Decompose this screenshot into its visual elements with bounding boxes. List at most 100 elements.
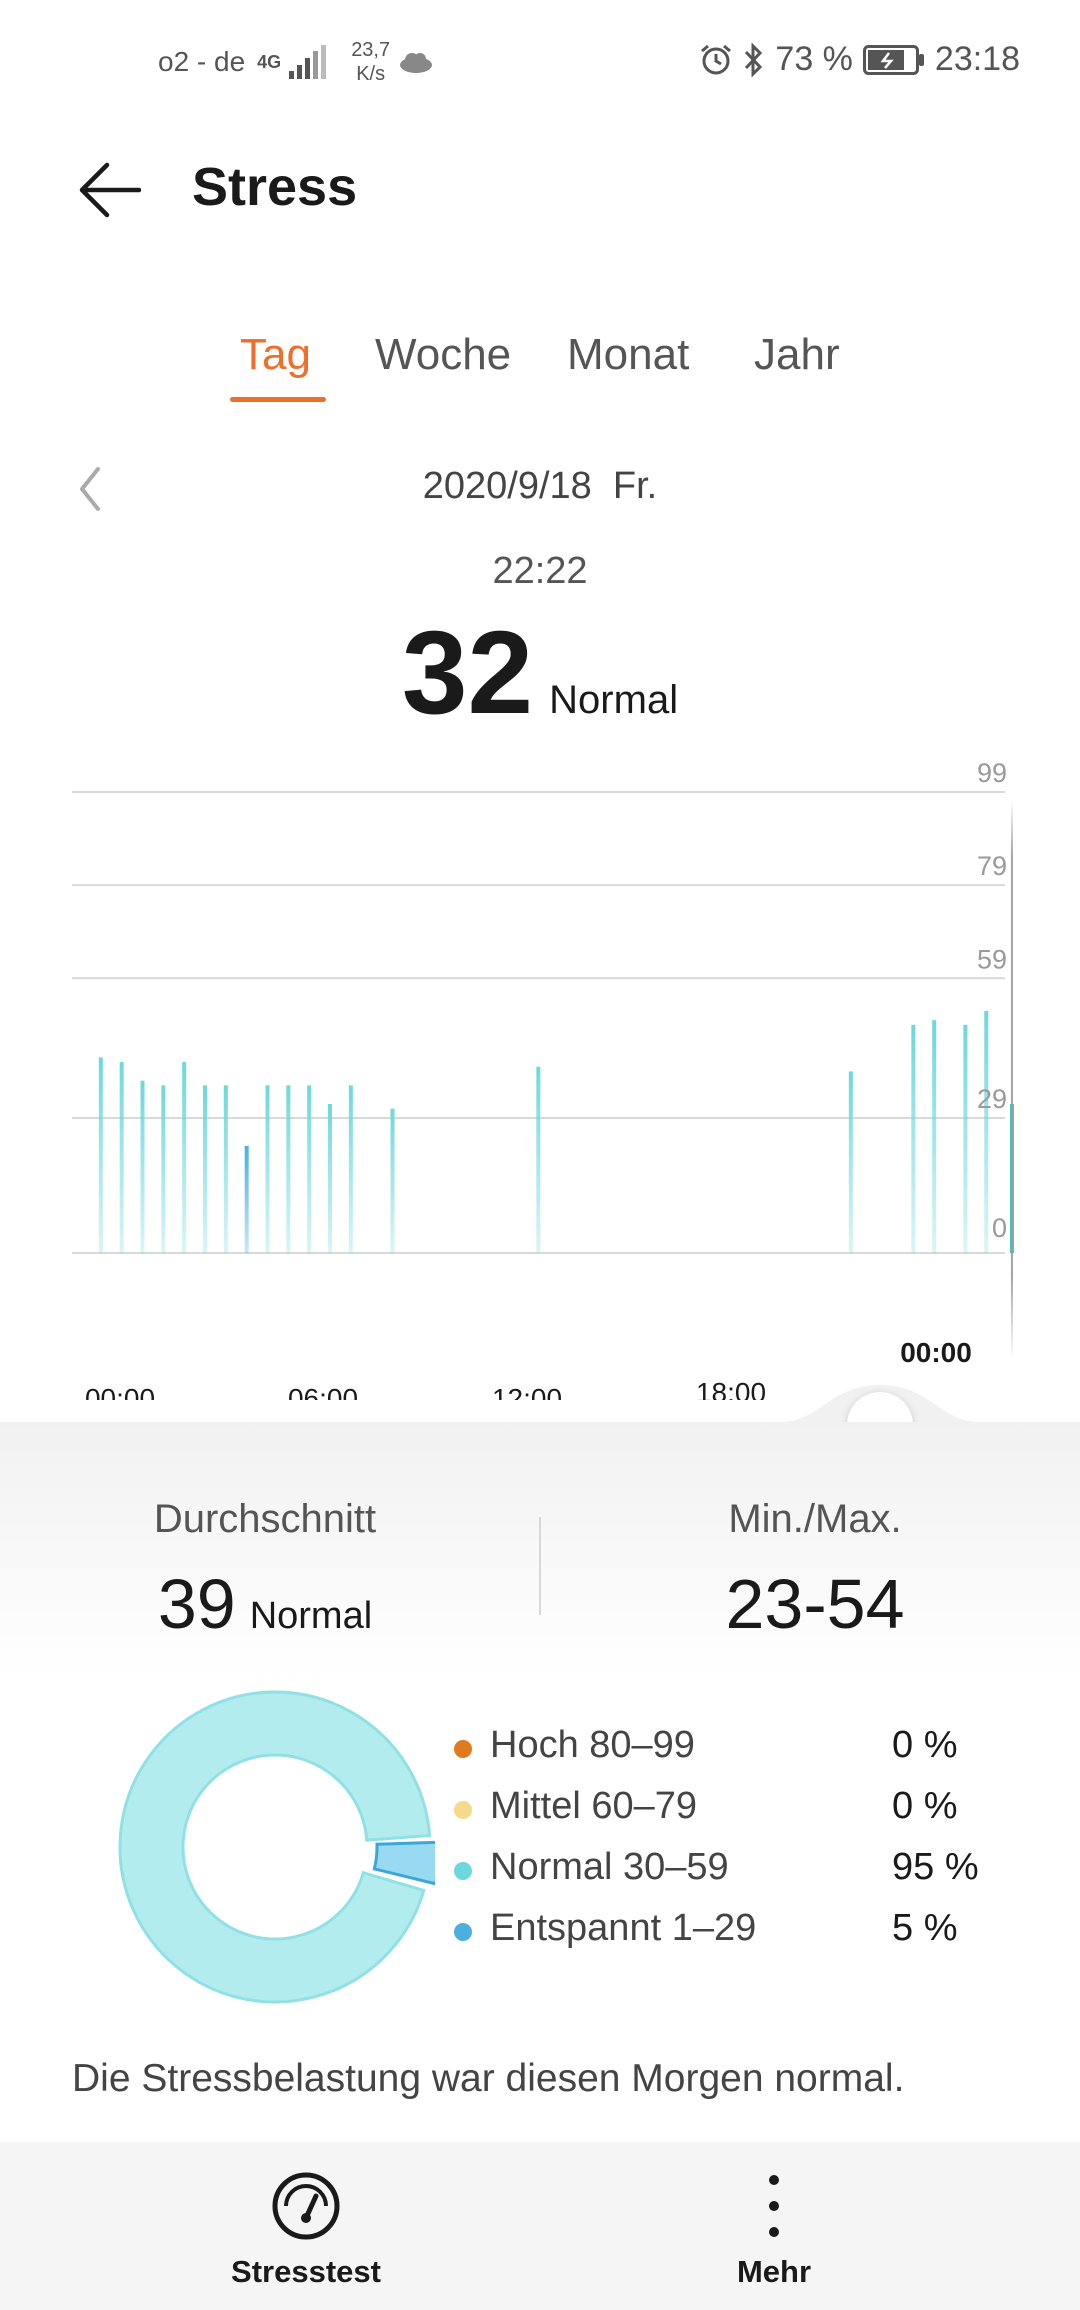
stress-bar (911, 1024, 916, 1253)
stress-bar (182, 1062, 187, 1253)
tab-month[interactable]: Monat (567, 330, 690, 379)
legend-item-normal: Normal 30–59 95 % (450, 1844, 1010, 1905)
more-label: Mehr (736, 2254, 812, 2289)
status-right: 73 % 23:18 (699, 40, 1020, 79)
stress-bar (203, 1085, 207, 1253)
stress-bar-chart[interactable]: 0 29 59 79 99 00:00 06:00 12:00 18:00 00:00 (0, 750, 1080, 1400)
app-header: Stress (0, 140, 1080, 240)
stress-bar (140, 1080, 145, 1253)
stress-chart[interactable]: 0 29 59 79 99 00:00 06:00 12:00 18:00 00:00 (0, 750, 1080, 1400)
legend-label-relaxed: Entspannt 1–29 (490, 1907, 757, 1949)
speed-value: 23,7 (351, 39, 391, 61)
battery-percent: 73 % (775, 40, 853, 78)
clock: 23:18 (934, 40, 1020, 78)
signal-icon (289, 45, 327, 79)
stress-bar (98, 1057, 103, 1253)
legend-label-normal: Normal 30–59 (490, 1846, 729, 1888)
stress-bar (161, 1085, 166, 1253)
stress-bar (984, 1010, 989, 1253)
stress-summary-note: Die Stressbelastung war diesen Morgen no… (72, 2057, 905, 2100)
period-tabs: Tag Woche Monat Jahr (0, 320, 1080, 410)
y-tick-label: 99 (977, 758, 1007, 788)
legend-percent-normal: 95 % (892, 1846, 979, 1888)
stress-bar (348, 1085, 353, 1253)
stress-bar (536, 1066, 541, 1253)
network-type: 4G (257, 52, 282, 72)
alarm-icon (701, 44, 732, 74)
tab-year[interactable]: Jahr (754, 330, 840, 379)
y-tick-label: 0 (992, 1213, 1007, 1243)
cursor-time-label: 00:00 (900, 1337, 972, 1368)
legend-label-medium: Mittel 60–79 (490, 1785, 698, 1827)
back-button[interactable] (70, 150, 150, 230)
stresstest-button[interactable]: Stresstest (166, 2170, 446, 2290)
stress-bar (848, 1071, 853, 1253)
gauge-icon (272, 2172, 340, 2240)
page-title: Stress (192, 157, 358, 217)
donut-segment-normal (118, 1690, 432, 2004)
legend-item-relaxed: Entspannt 1–29 5 % (450, 1905, 1010, 1966)
min-max-value: 23-54 (725, 1565, 905, 1643)
y-tick-label: 79 (977, 851, 1007, 881)
stress-bar (244, 1145, 249, 1253)
tab-week[interactable]: Woche (375, 330, 512, 379)
legend-percent-medium: 0 % (892, 1785, 958, 1827)
selected-reading: 32 Normal (0, 605, 1080, 741)
summary-panel: Durchschnitt 39 Normal Min./Max. 23-54 H… (0, 1422, 1080, 2142)
tab-day[interactable]: Tag (240, 330, 311, 379)
network-speed: 23,7 K/s (351, 38, 390, 86)
y-tick-label: 59 (977, 944, 1007, 974)
active-tab-indicator (230, 397, 326, 402)
cloud-icon (400, 53, 433, 73)
legend-label-high: Hoch 80–99 (490, 1724, 695, 1766)
legend-item-high: Hoch 80–99 0 % (450, 1722, 1010, 1783)
min-max-block: Min./Max. 23-54 (550, 1497, 1080, 1644)
x-tick-label: 06:00 (288, 1383, 358, 1400)
more-vertical-icon (769, 2175, 779, 2237)
legend-item-medium: Mittel 60–79 0 % (450, 1783, 1010, 1844)
legend-percent-high: 0 % (892, 1724, 958, 1766)
stresstest-label: Stresstest (231, 2254, 381, 2289)
legend-dot-medium (454, 1801, 472, 1819)
carrier-name: o2 - de (158, 46, 246, 77)
min-max-label: Min./Max. (728, 1497, 902, 1541)
battery-icon (862, 44, 924, 75)
legend-dot-relaxed (454, 1923, 472, 1941)
average-value: 39 (157, 1565, 236, 1643)
summary-divider (539, 1517, 541, 1615)
distribution-donut-chart (118, 1690, 435, 2004)
stress-bar (963, 1024, 968, 1253)
x-tick-label: 12:00 (492, 1383, 562, 1400)
bottom-action-bar: Stresstest Mehr (0, 2142, 1080, 2310)
speed-unit: K/s (356, 63, 386, 85)
average-level: Normal (249, 1595, 373, 1637)
y-tick-label: 29 (977, 1084, 1007, 1114)
stress-bar (265, 1085, 270, 1253)
legend-dot-high (454, 1740, 472, 1758)
more-button[interactable]: Mehr (634, 2170, 914, 2290)
x-tick-label: 00:00 (85, 1383, 155, 1400)
average-label: Durchschnitt (153, 1497, 377, 1541)
selected-stress-value: 32 (401, 607, 534, 739)
date-label: 2020/9/18 Fr. (422, 465, 658, 507)
stress-bar (932, 1020, 937, 1253)
legend-percent-relaxed: 5 % (892, 1907, 958, 1949)
donut-segment-relaxed (372, 1840, 435, 1886)
stress-bar (223, 1085, 228, 1253)
selected-stress-level: Normal (549, 678, 679, 722)
bluetooth-icon (745, 42, 763, 77)
chevron-left-icon (80, 467, 100, 511)
selected-time: 22:22 (492, 550, 588, 592)
stress-bar (286, 1085, 291, 1253)
stress-bar (390, 1108, 395, 1253)
status-left: o2 - de 4G 23,7 K/s (158, 38, 434, 86)
stress-bar (307, 1085, 312, 1253)
x-tick-label: 18:00 (696, 1377, 766, 1400)
previous-day-button[interactable] (70, 461, 110, 517)
distribution-legend: Hoch 80–99 0 % Mittel 60–79 0 % Normal 3… (450, 1722, 1010, 1966)
date-navigator: 2020/9/18 Fr. (0, 455, 1080, 525)
time-cursor-line (1010, 800, 1013, 1360)
status-bar: o2 - de 4G 23,7 K/s 73 % (0, 0, 1080, 125)
stress-bar (328, 1103, 332, 1253)
back-arrow-icon (79, 162, 141, 218)
